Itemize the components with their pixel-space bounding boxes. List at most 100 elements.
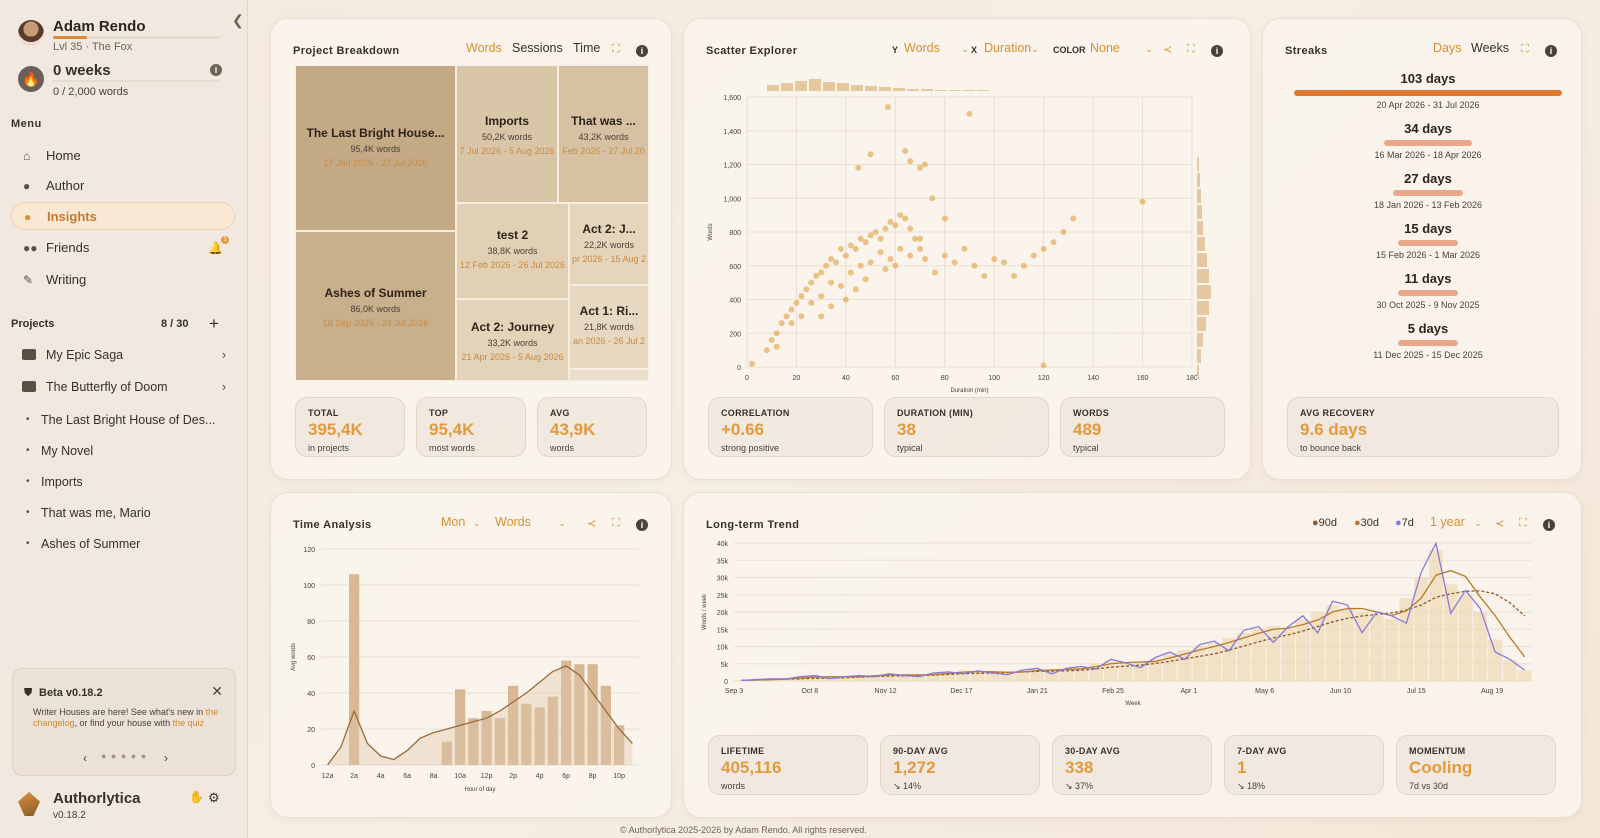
bar bbox=[494, 718, 505, 765]
day-select[interactable]: Mon ⌄ bbox=[441, 515, 481, 529]
expand-icon[interactable]: ⛶ bbox=[612, 517, 620, 529]
treemap-tile[interactable]: test 2 38,8K words 12 Feb 2026 - 26 Jul 20… bbox=[456, 203, 569, 299]
treemap-tile[interactable] bbox=[569, 369, 649, 381]
chevron-left-icon[interactable]: ‹ bbox=[83, 751, 87, 765]
metric-select[interactable]: Words ⌄ bbox=[495, 515, 566, 529]
color-select[interactable]: None ⌄ bbox=[1090, 41, 1153, 55]
streak-item[interactable]: 34 days 16 Mar 2026 - 18 Apr 2026 bbox=[1283, 121, 1573, 160]
share-icon[interactable]: ≺ bbox=[587, 518, 597, 530]
gear-icon[interactable]: ⚙ bbox=[208, 790, 220, 805]
info-icon[interactable]: i bbox=[636, 45, 648, 57]
expand-icon[interactable]: ⛶ bbox=[1519, 517, 1527, 529]
treemap-tile[interactable]: That was ... 43,2K words Feb 2026 - 27 Jul… bbox=[558, 65, 649, 203]
y-axis-select[interactable]: Words ⌄ bbox=[904, 41, 969, 55]
week-bar bbox=[793, 676, 808, 681]
week-bar bbox=[1414, 577, 1429, 681]
hourly-bar-chart[interactable]: 0 20 40 60 80 100 120 12a 2a 4a 6a 8a 10a 12p 2p 4p 6p 8p… bbox=[279, 539, 659, 809]
tab-weeks[interactable]: Weeks bbox=[1471, 41, 1509, 55]
streak-item[interactable]: 11 days 30 Oct 2025 - 9 Nov 2025 bbox=[1283, 271, 1573, 310]
treemap-tile[interactable]: Ashes of Summer 86,0K words 18 Sep 2025 - … bbox=[295, 231, 456, 381]
scatter-plot[interactable]: 0 200 400 600 800 1,000 1,200 1,400 1,600 0 20 40 60… bbox=[692, 67, 1232, 397]
add-project-button[interactable]: + bbox=[209, 314, 219, 333]
streak-item[interactable]: 27 days 18 Jan 2026 - 13 Feb 2026 bbox=[1283, 171, 1573, 210]
treemap-tile[interactable]: Act 2: Journey 33,2K words 21 Apr 2026 - 5… bbox=[456, 299, 569, 381]
folder-item[interactable]: My Epic Saga › bbox=[22, 345, 226, 365]
legend-90d[interactable]: ●90d bbox=[1312, 517, 1338, 529]
x-tick-label: 8p bbox=[589, 773, 597, 780]
x-tick-label: Aug 19 bbox=[1481, 688, 1503, 695]
x-tick-label: Jan 21 bbox=[1027, 688, 1048, 695]
week-bar bbox=[970, 671, 985, 681]
data-point bbox=[877, 249, 884, 256]
y-histogram-bar bbox=[1197, 221, 1203, 235]
data-point bbox=[981, 272, 988, 279]
streak-item[interactable]: 15 days 15 Feb 2026 - 1 Mar 2026 bbox=[1283, 221, 1573, 260]
project-breakdown-card: Project Breakdown Words Sessions Time ⛶ … bbox=[270, 18, 672, 480]
quiz-link[interactable]: the quiz bbox=[172, 717, 205, 728]
treemap-tile[interactable]: The Last Bright House... 95,4K words 17 Ja… bbox=[295, 65, 456, 231]
carousel-dots[interactable]: ● ● ● ● ● bbox=[101, 751, 148, 761]
tab-words[interactable]: Words bbox=[466, 41, 502, 55]
avatar[interactable] bbox=[18, 20, 44, 46]
collapse-sidebar-icon[interactable]: ❮ bbox=[232, 12, 244, 28]
expand-icon[interactable]: ⛶ bbox=[1187, 43, 1195, 55]
week-bar bbox=[823, 677, 837, 681]
project-item[interactable]: • Imports bbox=[26, 475, 83, 489]
tab-days[interactable]: Days bbox=[1433, 41, 1462, 55]
expand-icon[interactable]: ⛶ bbox=[612, 43, 620, 55]
info-icon[interactable]: i bbox=[1211, 45, 1223, 57]
data-point bbox=[892, 262, 899, 269]
tab-time[interactable]: Time bbox=[573, 41, 601, 55]
y-histogram-bar bbox=[1197, 157, 1199, 171]
streak-item[interactable]: 103 days 20 Apr 2026 - 31 Jul 2026 bbox=[1283, 71, 1573, 110]
x-axis-select[interactable]: Duration⌄ bbox=[984, 41, 1039, 55]
project-item[interactable]: • Ashes of Summer bbox=[26, 537, 141, 551]
y-tick-label: 120 bbox=[303, 547, 315, 554]
range-select[interactable]: 1 year ⌄ bbox=[1430, 515, 1482, 529]
trend-chart[interactable]: 0 5k 10k 15k 20k 25k 30k 35k 40k Sep 3 Oct 8 Nov 12… bbox=[692, 535, 1552, 725]
data-point bbox=[931, 269, 938, 276]
treemap-tile[interactable]: Act 1: Ri... 21,8K words an 2026 - 26 Jul … bbox=[569, 285, 649, 369]
y-tick-label: 1,600 bbox=[723, 95, 741, 102]
share-icon[interactable]: ≺ bbox=[1495, 518, 1505, 530]
week-bar bbox=[867, 674, 882, 681]
tab-sessions[interactable]: Sessions bbox=[512, 41, 563, 55]
menu-item-home[interactable]: ⌂ Home bbox=[11, 142, 235, 170]
data-point bbox=[884, 104, 891, 111]
menu-item-friends[interactable]: ●● Friends 🔔 1 bbox=[11, 234, 235, 262]
folder-item[interactable]: The Butterfly of Doom › bbox=[22, 377, 226, 397]
legend-7d[interactable]: ●7d bbox=[1395, 517, 1414, 529]
chevron-right-icon[interactable]: › bbox=[164, 751, 168, 765]
x-histogram-bar bbox=[851, 85, 863, 91]
data-point bbox=[773, 330, 780, 337]
menu-item-author[interactable]: ● Author bbox=[11, 172, 235, 200]
week-bar bbox=[1266, 625, 1281, 681]
menu-item-insights[interactable]: ● Insights bbox=[11, 202, 235, 230]
project-item[interactable]: • The Last Bright House of Des... bbox=[26, 413, 216, 427]
close-icon[interactable]: ✕ bbox=[211, 683, 223, 699]
info-icon[interactable]: i bbox=[210, 64, 222, 76]
treemap-tile[interactable]: Imports 50,2K words 7 Jul 2026 - 5 Aug 202… bbox=[456, 65, 558, 203]
data-point bbox=[847, 242, 854, 249]
project-item[interactable]: • That was me, Mario bbox=[26, 506, 151, 520]
project-item[interactable]: • My Novel bbox=[26, 444, 94, 458]
bar bbox=[561, 660, 572, 765]
menu-item-writing[interactable]: ✎ Writing bbox=[11, 266, 235, 294]
user-profile[interactable]: Adam Rendo Lvl 35 · The Fox bbox=[18, 16, 228, 56]
info-icon[interactable]: i bbox=[1543, 519, 1555, 531]
bell-icon[interactable]: 🔔 bbox=[208, 241, 223, 255]
share-icon[interactable]: ≺ bbox=[1163, 44, 1173, 56]
data-point bbox=[892, 222, 899, 229]
expand-icon[interactable]: ⛶ bbox=[1521, 43, 1529, 55]
data-point bbox=[818, 313, 825, 320]
treemap-tile[interactable]: Act 2: J... 22,2K words pr 2026 - 15 Aug 2 bbox=[569, 203, 649, 285]
info-icon[interactable]: i bbox=[636, 519, 648, 531]
data-point bbox=[966, 110, 973, 117]
hand-icon[interactable]: ✋ bbox=[189, 790, 204, 804]
data-point bbox=[1050, 239, 1057, 246]
streak-item[interactable]: 5 days 11 Dec 2025 - 15 Dec 2025 bbox=[1283, 321, 1573, 360]
legend-30d[interactable]: ●30d bbox=[1354, 517, 1380, 529]
week-bar bbox=[1251, 629, 1266, 681]
info-icon[interactable]: i bbox=[1545, 45, 1557, 57]
changelog-link[interactable]: the changelog bbox=[33, 707, 219, 728]
